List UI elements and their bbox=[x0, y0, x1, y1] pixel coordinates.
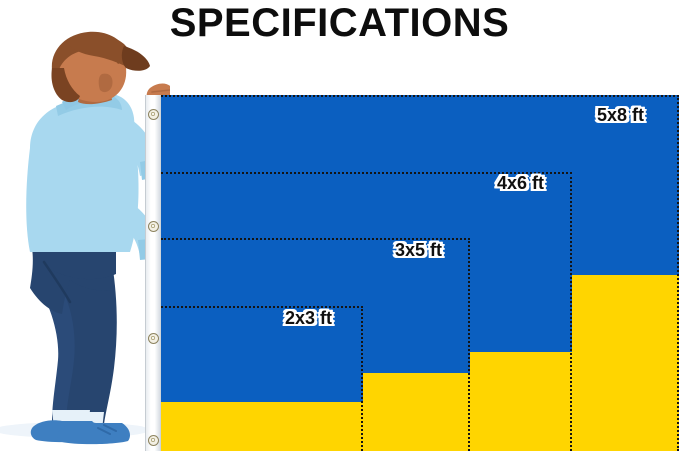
pocket-crease bbox=[42, 260, 72, 304]
size-label-2x3: 2x3 ft bbox=[283, 306, 334, 330]
trousers-top bbox=[30, 246, 116, 280]
cap-brim bbox=[121, 46, 150, 71]
grommet-2 bbox=[148, 221, 159, 232]
shoe-front-lace bbox=[97, 424, 117, 435]
size-label-3x5: 3x5 ft bbox=[393, 238, 444, 262]
cap bbox=[66, 33, 132, 68]
grommet-4 bbox=[148, 435, 159, 446]
flag-size-chart: 5x8 ft 4x6 ft 3x5 ft 2x3 ft bbox=[145, 95, 679, 451]
ear bbox=[98, 73, 113, 93]
page-title: SPECIFICATIONS bbox=[169, 1, 510, 45]
hair-back bbox=[51, 68, 80, 103]
flag-yellow-2x3 bbox=[161, 402, 363, 451]
shoe-front bbox=[57, 422, 130, 445]
flag-header-strip bbox=[145, 95, 161, 451]
flag-block-2x3 bbox=[161, 306, 363, 451]
size-label-5x8: 5x8 ft bbox=[595, 103, 646, 127]
grommet-3 bbox=[148, 333, 159, 344]
size-label-4x6: 4x6 ft bbox=[495, 171, 546, 195]
grommet-1 bbox=[148, 109, 159, 120]
flag-blue-2x3 bbox=[161, 306, 363, 402]
leg-front bbox=[56, 263, 117, 424]
